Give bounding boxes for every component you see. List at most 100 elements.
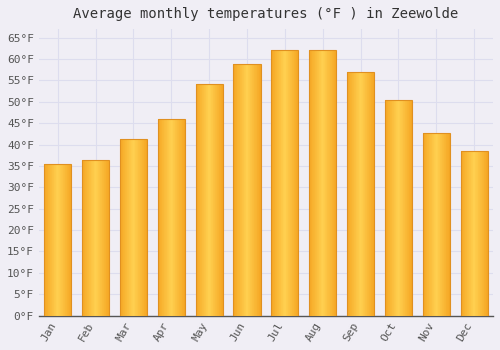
Bar [168,119,170,316]
Bar [137,139,138,316]
Bar [237,64,238,316]
Bar [314,50,315,316]
Bar [54,164,55,316]
Bar [401,100,402,316]
Bar [439,133,440,316]
Bar [162,119,163,316]
Bar [318,50,320,316]
Bar [485,151,486,316]
Bar [211,84,212,316]
Bar [278,50,280,316]
Bar [207,84,208,316]
Bar [296,50,297,316]
Bar [297,50,298,316]
Bar [444,133,445,316]
Bar [88,160,89,316]
Bar [472,151,473,316]
Bar [370,72,371,316]
Bar [243,64,244,316]
Bar [82,160,109,316]
Bar [181,119,182,316]
Bar [60,164,61,316]
Bar [90,160,91,316]
Bar [435,133,436,316]
Bar [89,160,90,316]
Bar [400,100,401,316]
Title: Average monthly temperatures (°F ) in Zeewolde: Average monthly temperatures (°F ) in Ze… [74,7,458,21]
Bar [257,64,258,316]
Bar [426,133,428,316]
Bar [480,151,481,316]
Bar [184,119,185,316]
Bar [141,139,142,316]
Bar [315,50,316,316]
Bar [86,160,88,316]
Bar [327,50,328,316]
Bar [200,84,201,316]
Bar [160,119,161,316]
Bar [445,133,446,316]
Bar [206,84,207,316]
Bar [99,160,100,316]
Bar [198,84,199,316]
Bar [197,84,198,316]
Bar [132,139,133,316]
Bar [196,84,197,316]
Bar [349,72,350,316]
Bar [362,72,364,316]
Bar [368,72,370,316]
Bar [180,119,181,316]
Bar [284,50,285,316]
Bar [205,84,206,316]
Bar [123,139,124,316]
Bar [333,50,334,316]
Bar [209,84,210,316]
Bar [249,64,250,316]
Bar [239,64,240,316]
Bar [96,160,97,316]
Bar [436,133,437,316]
Bar [254,64,255,316]
Bar [253,64,254,316]
Bar [59,164,60,316]
Bar [97,160,98,316]
Bar [121,139,122,316]
Bar [292,50,293,316]
Bar [61,164,62,316]
Bar [108,160,109,316]
Bar [145,139,146,316]
Bar [397,100,398,316]
Bar [140,139,141,316]
Bar [66,164,68,316]
Bar [58,164,59,316]
Bar [434,133,435,316]
Bar [438,133,439,316]
Bar [432,133,433,316]
Bar [328,50,329,316]
Bar [316,50,318,316]
Bar [135,139,136,316]
Bar [373,72,374,316]
Bar [324,50,325,316]
Bar [271,50,298,316]
Bar [483,151,484,316]
Bar [487,151,488,316]
Bar [355,72,356,316]
Bar [430,133,431,316]
Bar [236,64,237,316]
Bar [252,64,253,316]
Bar [246,64,247,316]
Bar [359,72,360,316]
Bar [47,164,48,316]
Bar [128,139,130,316]
Bar [463,151,464,316]
Bar [448,133,449,316]
Bar [285,50,286,316]
Bar [107,160,108,316]
Bar [388,100,389,316]
Bar [234,64,236,316]
Bar [330,50,331,316]
Bar [440,133,441,316]
Bar [283,50,284,316]
Bar [167,119,168,316]
